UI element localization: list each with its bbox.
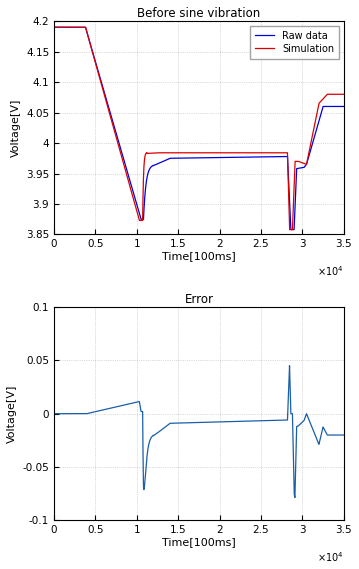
Raw data <box>52 24 56 31</box>
Simulation <box>223 150 228 156</box>
Raw data <box>282 153 286 160</box>
X-axis label: Time[100ms]: Time[100ms] <box>162 537 236 547</box>
Y-axis label: Voltage[V]: Voltage[V] <box>7 385 17 443</box>
Raw data <box>289 226 293 233</box>
Simulation <box>267 150 271 156</box>
Raw data <box>157 160 161 167</box>
Line: Simulation: Simulation <box>54 27 344 230</box>
Simulation <box>236 150 240 156</box>
Simulation <box>157 150 161 156</box>
Simulation <box>288 226 292 233</box>
Raw data <box>267 153 271 160</box>
Legend: Raw data, Simulation: Raw data, Simulation <box>250 26 339 59</box>
Title: Before sine vibration: Before sine vibration <box>137 7 261 20</box>
Raw data <box>342 103 346 110</box>
Simulation <box>52 24 56 31</box>
Simulation <box>342 91 346 98</box>
Raw data <box>223 154 228 161</box>
Raw data <box>66 24 71 31</box>
X-axis label: Time[100ms]: Time[100ms] <box>162 251 236 261</box>
Simulation <box>66 24 71 31</box>
Y-axis label: Voltage[V]: Voltage[V] <box>10 98 20 157</box>
Simulation <box>282 150 286 156</box>
Text: $\times10^4$: $\times10^4$ <box>317 550 344 564</box>
Text: $\times10^4$: $\times10^4$ <box>317 265 344 278</box>
Title: Error: Error <box>185 293 214 306</box>
Line: Raw data: Raw data <box>54 27 344 230</box>
Raw data <box>236 154 240 160</box>
